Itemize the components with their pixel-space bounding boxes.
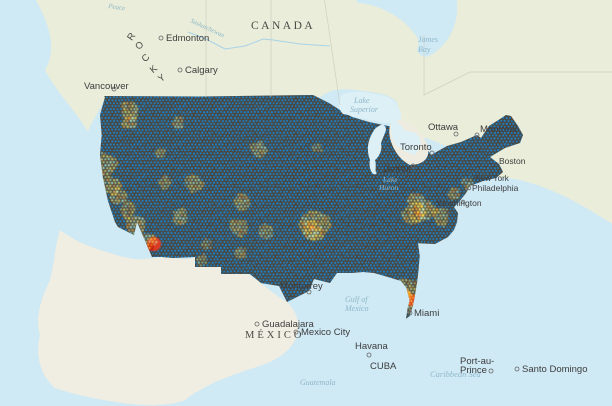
svg-text:Bay: Bay: [418, 45, 431, 54]
svg-text:Santo Domingo: Santo Domingo: [522, 364, 587, 375]
svg-text:Ottawa: Ottawa: [428, 122, 459, 133]
svg-text:Superior: Superior: [350, 105, 379, 114]
svg-text:James: James: [418, 35, 438, 44]
svg-text:Gulf of: Gulf of: [345, 295, 369, 304]
svg-text:Detroit: Detroit: [383, 164, 411, 175]
svg-text:Mexico: Mexico: [344, 304, 369, 313]
svg-text:Monterrey: Monterrey: [280, 281, 323, 292]
svg-text:CUBA: CUBA: [370, 361, 397, 372]
svg-text:Guatemala: Guatemala: [300, 378, 336, 387]
svg-text:MÉXICO: MÉXICO: [245, 329, 304, 341]
svg-text:Lake: Lake: [353, 96, 370, 105]
svg-text:Calgary: Calgary: [185, 65, 218, 76]
svg-text:Washington: Washington: [437, 198, 482, 208]
svg-text:Prince: Prince: [460, 365, 487, 376]
svg-text:CANADA: CANADA: [251, 20, 315, 32]
svg-text:New York: New York: [475, 174, 510, 183]
svg-text:Montréal: Montréal: [480, 124, 517, 135]
svg-text:Mexico City: Mexico City: [301, 327, 350, 338]
svg-text:Huron: Huron: [378, 183, 399, 192]
svg-text:Philadelphia: Philadelphia: [472, 183, 519, 193]
svg-text:Toronto: Toronto: [400, 142, 432, 153]
svg-text:Boston: Boston: [499, 156, 526, 166]
svg-text:Miami: Miami: [414, 308, 439, 319]
svg-text:Havana: Havana: [355, 341, 388, 352]
svg-text:Vancouver: Vancouver: [84, 81, 129, 92]
svg-text:Edmonton: Edmonton: [166, 33, 209, 44]
